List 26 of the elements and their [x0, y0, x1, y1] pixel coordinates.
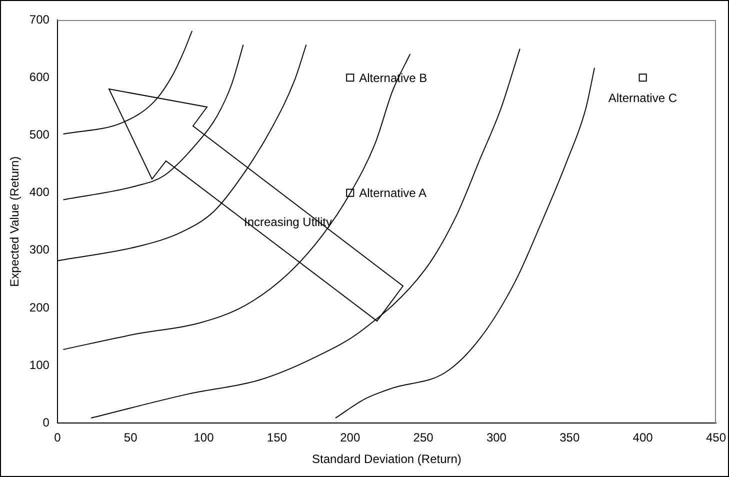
x-tick-label: 50 [124, 430, 138, 445]
y-tick-label: 200 [29, 300, 50, 314]
x-tick-label: 250 [413, 430, 434, 445]
line-series [62, 44, 244, 200]
y-axis-title: Expected Value (Return) [8, 156, 22, 287]
y-tick-label: 700 [29, 12, 50, 26]
y-tick-label: 100 [29, 358, 50, 372]
y-tick-label: 300 [29, 242, 50, 257]
data-label: Alternative A [359, 186, 426, 200]
line-series [334, 67, 596, 419]
x-tick-label: 100 [194, 430, 214, 445]
data-label: Alternative C [608, 90, 678, 105]
x-tick-label: 150 [266, 430, 288, 445]
x-tick-label: 450 [706, 430, 726, 445]
line-series [62, 30, 193, 135]
line-series [90, 48, 520, 419]
y-tick-label: 400 [29, 185, 50, 200]
x-tick-label: 350 [560, 430, 580, 445]
x-tick-label: 200 [340, 430, 360, 445]
y-tick-label: 600 [29, 70, 50, 84]
y-tick-label: 500 [29, 128, 50, 142]
x-tick-label: 300 [486, 430, 507, 445]
x-axis-title: Standard Deviation (Return) [312, 452, 462, 466]
y-tick-label: 0 [42, 416, 50, 430]
x-tick-label: 0 [54, 430, 62, 445]
x-tick-label: 400 [632, 430, 654, 445]
